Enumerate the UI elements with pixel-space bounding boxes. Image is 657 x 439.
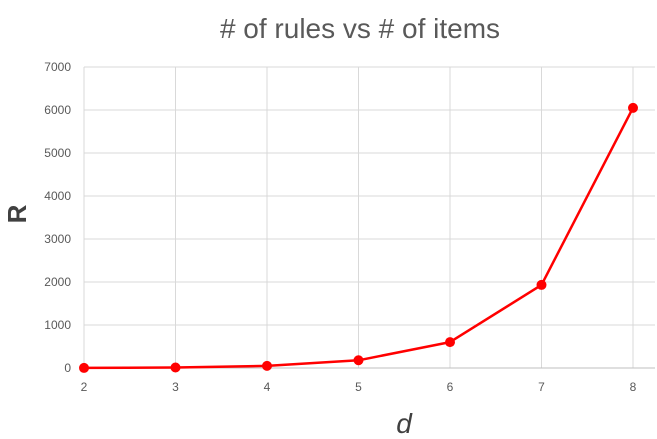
data-point-marker xyxy=(445,337,455,348)
x-tick-label: 5 xyxy=(355,380,362,394)
y-tick-label: 7000 xyxy=(44,60,71,74)
x-tick-label: 6 xyxy=(447,380,454,394)
data-point-marker xyxy=(628,102,638,113)
y-tick-label: 3000 xyxy=(44,232,71,246)
y-tick-label: 6000 xyxy=(44,103,71,117)
y-tick-label: 4000 xyxy=(44,189,71,203)
y-axis-label: R xyxy=(2,204,32,223)
chart-title: # of rules vs # of items xyxy=(220,13,500,44)
series-layer xyxy=(79,102,638,373)
tick-labels: 0 1000 2000 3000 4000 5000 6000 7000 2 3 4 5 6 7 8 xyxy=(44,60,636,394)
x-tick-label: 4 xyxy=(264,380,271,394)
x-tick-label: 3 xyxy=(172,380,179,394)
y-tick-label: 5000 xyxy=(44,146,71,160)
grid-layer xyxy=(83,66,655,369)
y-tick-label: 2000 xyxy=(44,275,71,289)
data-point-marker xyxy=(536,279,547,290)
data-point-marker xyxy=(79,362,89,373)
x-tick-label: 2 xyxy=(81,380,88,394)
data-point-marker xyxy=(170,362,181,373)
data-point-marker xyxy=(262,360,272,371)
x-axis-label: d xyxy=(396,408,413,439)
data-point-marker xyxy=(353,355,364,366)
x-tick-label: 7 xyxy=(538,380,545,394)
y-tick-label: 0 xyxy=(64,361,71,375)
x-tick-label: 8 xyxy=(630,380,637,394)
y-tick-label: 1000 xyxy=(44,318,71,332)
